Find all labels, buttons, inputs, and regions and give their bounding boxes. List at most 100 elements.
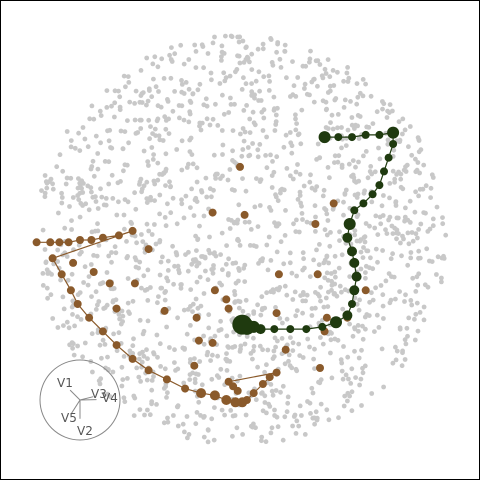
background-point — [390, 360, 396, 366]
background-point — [388, 256, 394, 262]
background-point — [354, 81, 360, 86]
background-point — [88, 262, 94, 267]
background-point — [339, 125, 344, 130]
background-point — [246, 153, 252, 159]
background-point — [412, 337, 418, 343]
background-point — [273, 192, 278, 198]
background-point — [120, 146, 126, 152]
background-point — [376, 145, 381, 151]
background-point — [251, 311, 257, 316]
background-point — [204, 103, 210, 109]
background-point — [259, 434, 265, 440]
background-point — [355, 323, 361, 328]
background-point — [182, 346, 188, 351]
background-point — [346, 161, 352, 167]
background-point — [295, 75, 301, 80]
background-point — [130, 343, 136, 349]
background-point — [219, 128, 225, 133]
background-point — [102, 342, 108, 347]
background-point — [374, 109, 380, 115]
background-point — [341, 403, 347, 409]
background-point — [402, 127, 408, 133]
background-point — [412, 209, 418, 215]
background-point — [226, 256, 232, 262]
background-point — [378, 283, 384, 288]
background-point — [179, 89, 185, 95]
background-point — [125, 74, 131, 79]
background-point — [198, 413, 203, 418]
background-point — [293, 229, 299, 235]
background-point — [325, 218, 331, 223]
background-point — [193, 371, 199, 377]
background-point — [439, 275, 444, 281]
background-point — [291, 83, 297, 89]
background-point — [168, 75, 174, 81]
background-point — [197, 81, 203, 87]
background-point — [260, 41, 266, 47]
background-point — [83, 201, 89, 207]
background-point — [154, 332, 160, 338]
background-point — [413, 189, 418, 195]
background-point — [349, 389, 355, 395]
background-point — [153, 84, 159, 90]
background-point — [410, 238, 416, 244]
background-point — [219, 43, 225, 49]
background-point — [274, 249, 280, 255]
background-point — [430, 175, 436, 180]
background-point — [209, 376, 215, 382]
background-point — [318, 298, 323, 304]
background-point — [332, 153, 338, 159]
background-point — [409, 152, 415, 158]
background-point — [219, 58, 224, 63]
background-point — [299, 107, 305, 113]
background-point — [45, 271, 51, 276]
background-point — [163, 183, 168, 189]
background-point — [165, 415, 170, 421]
background-point — [139, 232, 144, 237]
background-point — [322, 275, 328, 281]
background-point — [289, 150, 295, 156]
background-point — [195, 87, 201, 93]
background-point — [75, 314, 80, 320]
background-point — [363, 270, 368, 275]
background-point — [385, 137, 391, 143]
background-point — [210, 40, 216, 46]
background-point — [183, 193, 189, 199]
background-point — [239, 87, 245, 92]
background-point — [158, 364, 164, 369]
background-point — [44, 285, 50, 291]
background-point — [80, 125, 86, 130]
background-point — [326, 417, 332, 423]
background-point — [345, 398, 350, 404]
background-point — [201, 65, 207, 71]
background-point — [296, 229, 302, 235]
background-point — [258, 312, 264, 318]
background-point — [155, 177, 161, 183]
background-point — [255, 364, 260, 370]
background-point — [90, 158, 96, 164]
series-1-point — [236, 162, 244, 171]
background-point — [192, 380, 198, 386]
background-point — [103, 196, 109, 201]
background-point — [357, 382, 362, 388]
background-point — [284, 409, 290, 415]
background-point — [313, 409, 319, 415]
background-point — [85, 282, 91, 288]
background-point — [354, 101, 360, 107]
background-point — [337, 283, 343, 289]
background-point — [378, 221, 384, 227]
background-point — [64, 129, 70, 134]
background-point — [356, 159, 361, 165]
background-point — [75, 185, 81, 191]
background-point — [290, 348, 296, 353]
background-point — [342, 192, 348, 197]
background-point — [113, 297, 119, 303]
background-point — [329, 112, 335, 118]
background-point — [365, 248, 371, 254]
background-point — [112, 88, 118, 94]
background-point — [244, 103, 250, 108]
background-point — [179, 103, 185, 109]
background-point — [301, 183, 307, 189]
background-point — [335, 159, 341, 165]
background-point — [394, 348, 400, 354]
